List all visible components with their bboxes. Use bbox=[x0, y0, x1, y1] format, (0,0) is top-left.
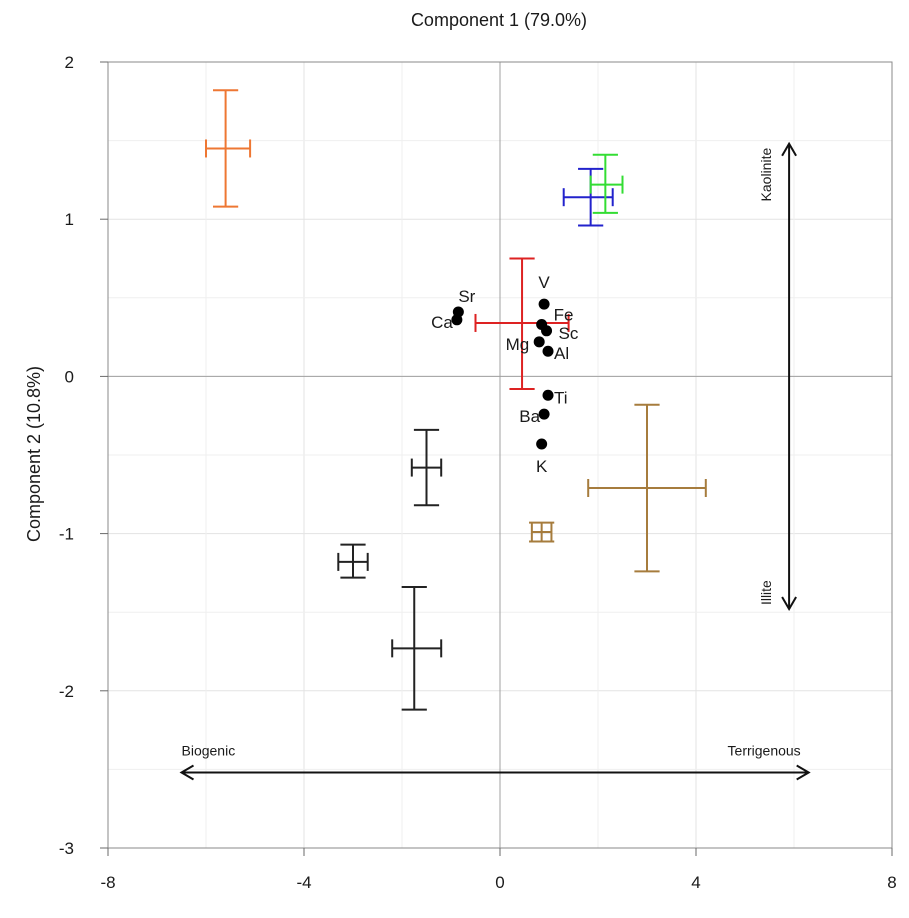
group-errorbar bbox=[410, 428, 443, 507]
x-tick-label: 4 bbox=[691, 873, 700, 892]
y-tick-label: 1 bbox=[65, 210, 74, 229]
loading-point bbox=[538, 408, 550, 420]
y-tick-label: 2 bbox=[65, 53, 74, 72]
horizontal-arrow-left-head bbox=[179, 764, 195, 781]
loading-label: Ba bbox=[519, 407, 540, 426]
group-errorbar bbox=[529, 521, 555, 543]
y-tick-label: -3 bbox=[59, 839, 74, 858]
loading-label: V bbox=[538, 273, 550, 292]
loading-label: Sr bbox=[458, 287, 475, 306]
y-tick-label: -2 bbox=[59, 682, 74, 701]
group-errorbar bbox=[474, 257, 570, 390]
kaolinite-label: Kaolinite bbox=[758, 148, 774, 202]
loading-label: Al bbox=[554, 344, 569, 363]
x-tick-label: 0 bbox=[495, 873, 504, 892]
loading-point bbox=[542, 389, 554, 401]
x-tick-label: -8 bbox=[100, 873, 115, 892]
x-tick-label: 8 bbox=[887, 873, 896, 892]
loading-point bbox=[451, 314, 463, 326]
reference-lines bbox=[108, 62, 892, 848]
group-errorbar bbox=[587, 403, 707, 573]
loading-label: Fe bbox=[554, 306, 574, 325]
biogenic-label: Biogenic bbox=[182, 743, 236, 759]
loading-label: K bbox=[536, 457, 548, 476]
loading-point bbox=[542, 345, 554, 357]
loading-label: Ti bbox=[554, 388, 568, 407]
annotation-arrows: Biogenic Terrigenous Kaolinite Illite bbox=[179, 141, 811, 781]
x-tick-label: -4 bbox=[296, 873, 311, 892]
y-tick-label: 0 bbox=[65, 367, 74, 386]
y-axis-title: Component 2 (10.8%) bbox=[24, 366, 44, 542]
x-axis-title: Component 1 (79.0%) bbox=[411, 10, 587, 30]
vertical-arrow-top-head bbox=[781, 141, 797, 157]
illite-label: Illite bbox=[758, 580, 774, 605]
group-errorbar bbox=[589, 153, 624, 214]
loading-point bbox=[538, 298, 550, 310]
axis-ticks: -8 -4 0 4 8 2 1 0 -1 -2 -3 bbox=[59, 53, 897, 892]
vertical-arrow-bottom-head bbox=[781, 596, 797, 612]
loading-point bbox=[536, 438, 548, 450]
loading-label: Ca bbox=[431, 313, 453, 332]
group-errorbars bbox=[205, 89, 707, 711]
group-errorbar bbox=[391, 586, 443, 711]
loading-point bbox=[541, 325, 553, 337]
horizontal-arrow-right-head bbox=[796, 764, 811, 781]
loading-label: Mg bbox=[506, 335, 530, 354]
group-errorbar bbox=[337, 543, 369, 579]
terrigenous-label: Terrigenous bbox=[728, 743, 801, 759]
loading-point bbox=[533, 336, 545, 348]
loading-label: Sc bbox=[559, 324, 579, 343]
y-tick-label: -1 bbox=[59, 525, 74, 544]
group-errorbar bbox=[205, 89, 252, 208]
